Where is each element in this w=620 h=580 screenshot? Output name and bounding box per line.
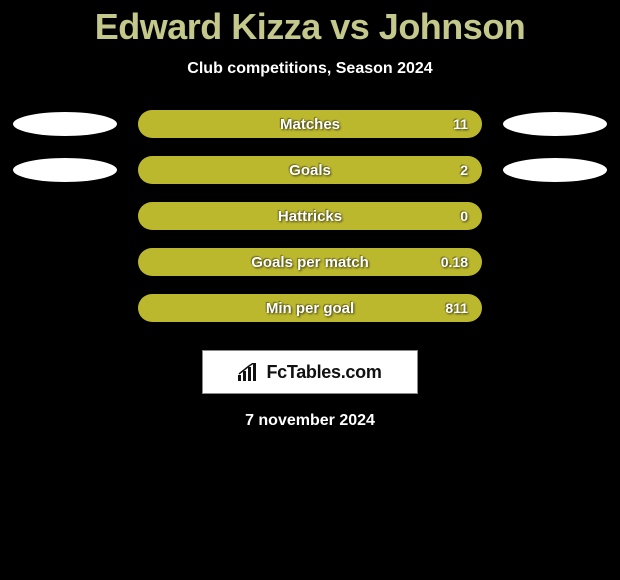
stat-row: Min per goal 811 bbox=[0, 294, 620, 322]
left-ellipse-slot bbox=[10, 248, 120, 276]
stat-label: Hattricks bbox=[278, 208, 342, 225]
right-ellipse-slot bbox=[500, 248, 610, 276]
stat-row: Goals per match 0.18 bbox=[0, 248, 620, 276]
right-ellipse-slot bbox=[500, 156, 610, 184]
stat-rows: Matches 11 Goals 2 Hattricks 0 bbox=[0, 110, 620, 322]
stat-value: 0 bbox=[460, 208, 468, 224]
stat-bar: Goals 2 bbox=[138, 156, 482, 184]
stat-row: Hattricks 0 bbox=[0, 202, 620, 230]
stat-bar: Min per goal 811 bbox=[138, 294, 482, 322]
right-ellipse bbox=[503, 158, 607, 182]
brand-text: FcTables.com bbox=[266, 362, 381, 383]
brand-box: FcTables.com bbox=[202, 350, 418, 394]
right-ellipse-slot bbox=[500, 110, 610, 138]
stat-bar: Goals per match 0.18 bbox=[138, 248, 482, 276]
page-title: Edward Kizza vs Johnson bbox=[0, 0, 620, 48]
right-ellipse-slot bbox=[500, 294, 610, 322]
left-ellipse bbox=[13, 158, 117, 182]
stat-label: Goals per match bbox=[251, 254, 369, 271]
stat-label: Min per goal bbox=[266, 300, 354, 317]
left-ellipse-slot bbox=[10, 294, 120, 322]
stat-value: 11 bbox=[453, 116, 468, 132]
stat-row: Goals 2 bbox=[0, 156, 620, 184]
footer-date: 7 november 2024 bbox=[0, 412, 620, 430]
left-ellipse-slot bbox=[10, 156, 120, 184]
right-ellipse bbox=[503, 112, 607, 136]
page-subtitle: Club competitions, Season 2024 bbox=[0, 60, 620, 78]
right-ellipse-slot bbox=[500, 202, 610, 230]
stat-bar: Matches 11 bbox=[138, 110, 482, 138]
stat-label: Matches bbox=[280, 116, 340, 133]
left-ellipse bbox=[13, 112, 117, 136]
bar-chart-icon bbox=[238, 363, 260, 381]
stat-label: Goals bbox=[289, 162, 331, 179]
stat-value: 2 bbox=[460, 162, 468, 178]
stat-value: 811 bbox=[445, 300, 468, 316]
stat-row: Matches 11 bbox=[0, 110, 620, 138]
left-ellipse-slot bbox=[10, 202, 120, 230]
stat-value: 0.18 bbox=[441, 254, 468, 270]
stat-bar: Hattricks 0 bbox=[138, 202, 482, 230]
left-ellipse-slot bbox=[10, 110, 120, 138]
